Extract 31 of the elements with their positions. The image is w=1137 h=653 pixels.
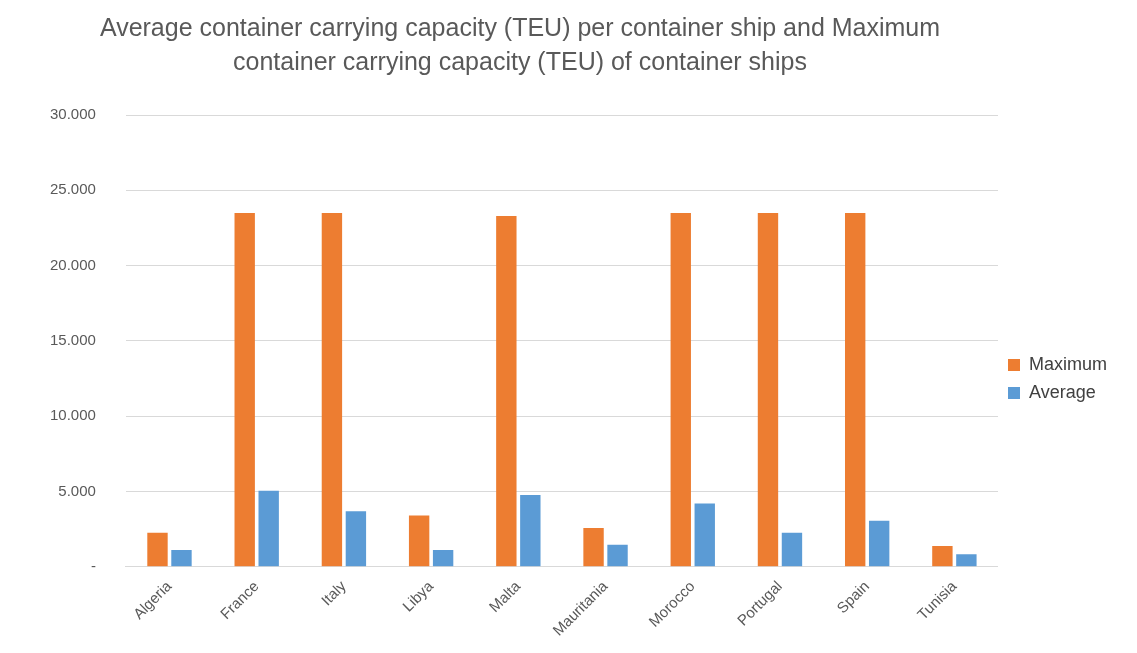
bar — [956, 554, 977, 567]
bar — [171, 549, 192, 567]
y-tick-label: 10.000 — [49, 406, 96, 424]
bar — [868, 520, 890, 567]
legend-label: Average — [1029, 381, 1096, 402]
bar — [694, 503, 715, 567]
y-tick-label: 5.000 — [58, 481, 96, 499]
bar — [147, 532, 168, 567]
bar — [496, 215, 517, 567]
bar — [234, 212, 255, 567]
x-tick-label: Italy — [317, 576, 350, 609]
chart-title: Average container carrying capacity (TEU) per container ship and Maximum container carrying capacity (TEU) of container ships — [98, 12, 942, 77]
y-tick-label: 15.000 — [49, 331, 96, 349]
bar — [345, 511, 367, 567]
bar — [258, 490, 279, 567]
bar — [932, 545, 953, 567]
y-tick-label: 30.000 — [49, 105, 96, 123]
bar — [670, 212, 691, 567]
bar — [583, 527, 604, 567]
bar — [408, 515, 430, 567]
y-tick-label: 20.000 — [49, 255, 96, 273]
bar — [432, 549, 454, 567]
bar — [757, 212, 779, 567]
y-tick-label: 25.000 — [49, 180, 96, 198]
bar — [321, 212, 343, 567]
bar — [607, 544, 628, 567]
bar — [845, 212, 866, 567]
y-tick-label: - — [90, 556, 96, 574]
legend-label: Maximum — [1029, 353, 1108, 374]
bar — [781, 532, 803, 567]
bar — [520, 495, 541, 567]
